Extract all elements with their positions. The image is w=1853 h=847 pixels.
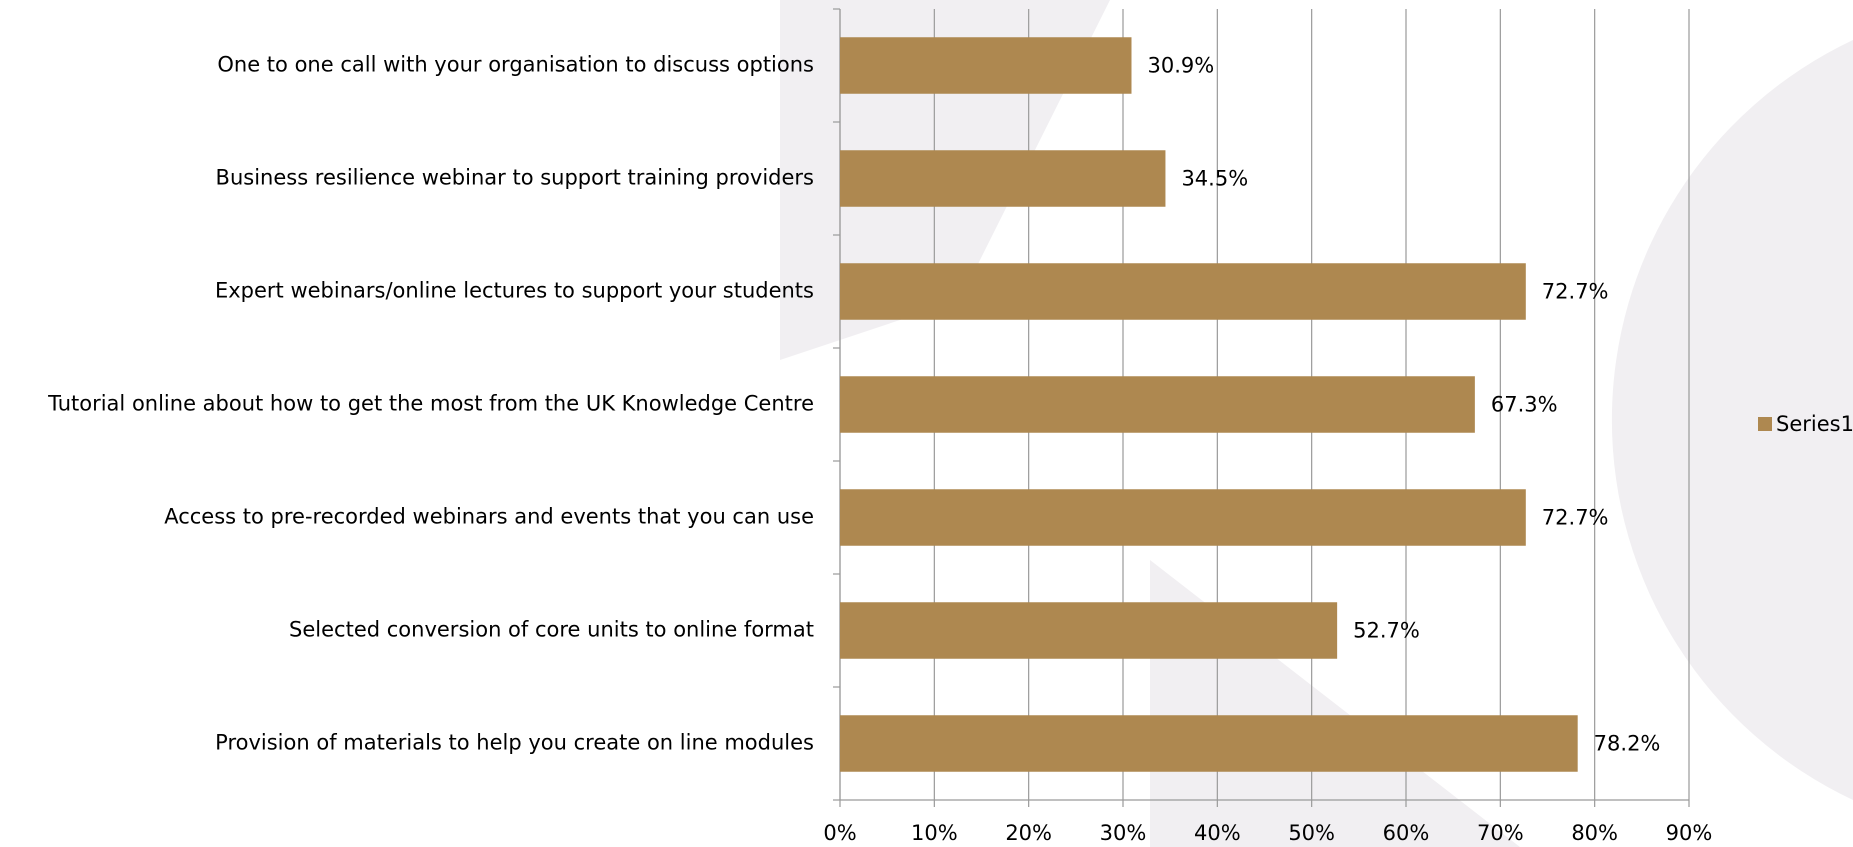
y-tick-label: Selected conversion of core units to onl… xyxy=(289,618,814,642)
x-tick-label: 70% xyxy=(1477,821,1524,845)
x-tick-label: 20% xyxy=(1005,821,1052,845)
y-tick-label: Expert webinars/online lectures to suppo… xyxy=(215,279,814,303)
bar xyxy=(840,715,1578,772)
x-tick-label: 80% xyxy=(1571,821,1618,845)
data-label: 72.7% xyxy=(1542,506,1609,530)
bar xyxy=(840,602,1338,659)
y-tick-label: One to one call with your organisation t… xyxy=(217,53,814,77)
x-tick-label: 30% xyxy=(1100,821,1147,845)
x-tick-label: 60% xyxy=(1383,821,1430,845)
bar xyxy=(840,263,1526,320)
x-tick-label: 90% xyxy=(1666,821,1713,845)
legend-label: Series1 xyxy=(1776,412,1853,436)
y-tick-label: Tutorial online about how to get the mos… xyxy=(47,392,814,416)
x-tick-label: 50% xyxy=(1288,821,1335,845)
data-label: 52.7% xyxy=(1353,619,1420,643)
bar xyxy=(840,150,1166,207)
x-tick-label: 0% xyxy=(823,821,856,845)
data-label: 34.5% xyxy=(1181,167,1248,191)
data-label: 30.9% xyxy=(1147,54,1214,78)
bar xyxy=(840,489,1526,546)
watermark-shape xyxy=(1611,40,1853,800)
y-tick-label: Provision of materials to help you creat… xyxy=(215,731,814,755)
data-label: 78.2% xyxy=(1594,732,1661,756)
y-tick-label: Business resilience webinar to support t… xyxy=(216,166,814,190)
data-label: 67.3% xyxy=(1491,393,1558,417)
bar xyxy=(840,37,1132,94)
data-label: 72.7% xyxy=(1542,280,1609,304)
x-tick-label: 40% xyxy=(1194,821,1241,845)
y-tick-label: Access to pre-recorded webinars and even… xyxy=(164,505,814,529)
x-tick-label: 10% xyxy=(911,821,958,845)
legend-swatch xyxy=(1758,417,1772,431)
bar xyxy=(840,376,1475,433)
